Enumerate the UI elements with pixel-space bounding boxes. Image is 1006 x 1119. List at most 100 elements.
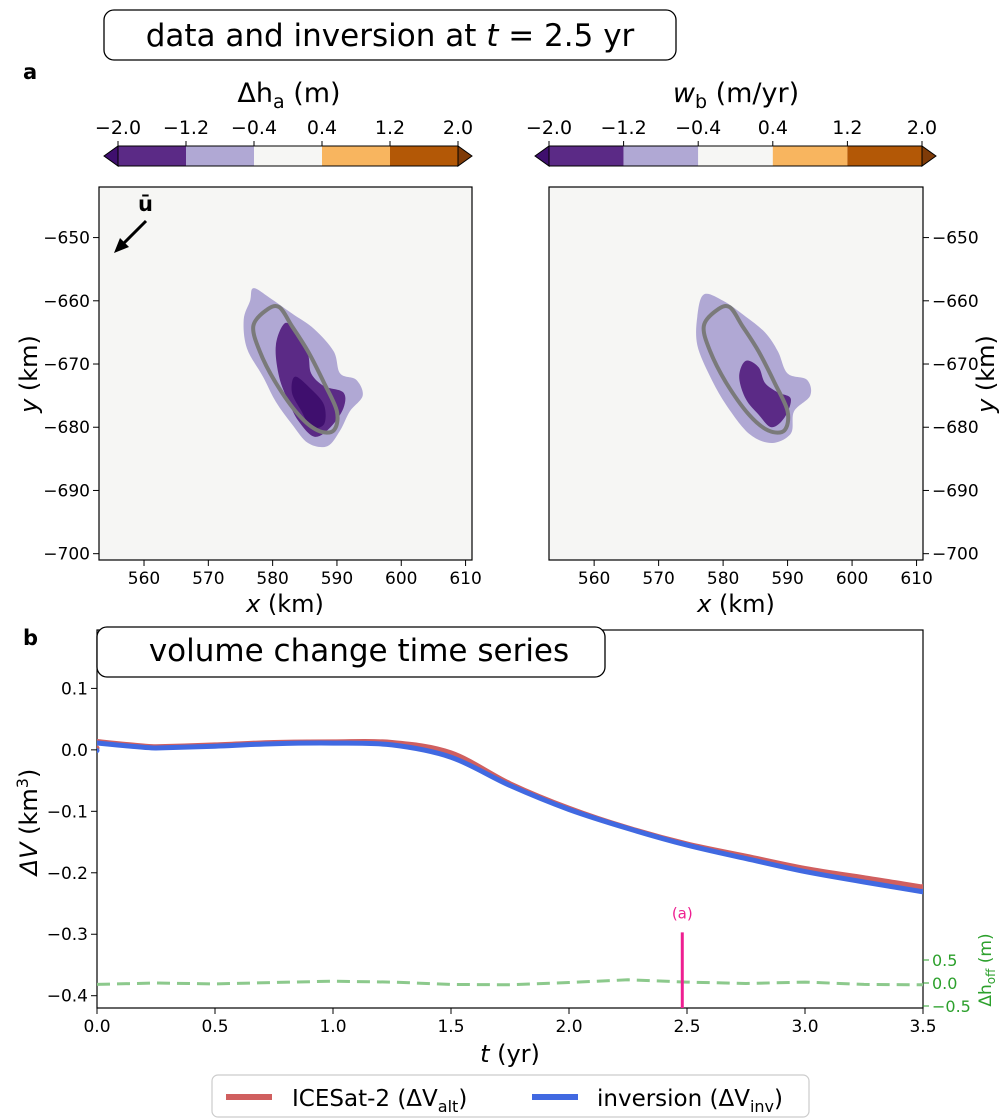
title-b-box	[96, 626, 606, 678]
map-left-xtick-label: 600	[385, 569, 417, 589]
timeseries-ytick-label: −0.1	[47, 802, 88, 822]
time-marker-label: (a)	[672, 904, 693, 922]
map-left-lake-outline	[251, 304, 340, 435]
flow-arrow-shaft	[122, 219, 148, 245]
colorbar-right-segment	[698, 146, 773, 166]
map-right-contour-region	[739, 360, 791, 428]
colorbar-left-tick-label: −1.2	[163, 117, 209, 139]
map-left-ytick-label: −680	[43, 418, 90, 438]
offset-series-line	[97, 978, 923, 987]
map-right-ylabel: y (km)	[972, 335, 1000, 414]
map-right-xtick-label: 580	[707, 569, 739, 589]
map-left-axes: 560 570 580 590 600 610 −650 −660 −670 −680 −690 −7…	[43, 229, 481, 589]
colorbar-left-frame	[117, 145, 459, 167]
colorbar-left-segment	[186, 146, 254, 166]
map-right-xlabel: x (km)	[696, 590, 775, 618]
map-left-xlabel: x (km)	[245, 590, 324, 618]
map-left-ytick-label: −660	[43, 292, 90, 312]
map-left-xtick-label: 590	[321, 569, 353, 589]
colorbar-right-over-extension	[921, 145, 937, 167]
map-left-ylabel: y (km)	[15, 335, 43, 414]
timeseries-xtick-label: 1.5	[437, 1017, 464, 1037]
timeseries-frame	[96, 629, 924, 1009]
colorbar-left-segment	[390, 146, 458, 166]
map-right-lake-outline	[701, 304, 791, 435]
timeseries-xtick-label: 1.0	[319, 1017, 346, 1037]
map-left-ytick-label: −700	[43, 545, 90, 565]
timeseries-ytick-label: 0.0	[61, 741, 88, 761]
colorbar-right-frame	[548, 145, 923, 167]
flow-arrow-head	[114, 238, 129, 253]
colorbar-right: −2.0 −1.2 −0.4 0.4 1.2 2.0	[526, 117, 937, 167]
offset-axis-tick-label: −0.5	[932, 997, 971, 1016]
colorbar-right-segment	[549, 146, 624, 166]
map-right-contours	[696, 293, 812, 443]
map-right-xtick-label: 570	[642, 569, 674, 589]
colorbar-left-segment	[118, 146, 186, 166]
map-right-ytick-label: −670	[932, 355, 979, 375]
map-right-xtick-label: 590	[771, 569, 803, 589]
title-b: volume change time series	[149, 633, 569, 669]
map-right-axes: 560 570 580 590 600 610 −650 −660 −670 −680 −690 −7…	[578, 229, 979, 589]
map-left-xtick-label: 580	[256, 569, 288, 589]
legend-label-inversion: inversion (ΔVinv)	[597, 1086, 783, 1116]
colorbar-right-tick-label: 2.0	[907, 117, 937, 139]
timeseries-axes: (a) 0.0 0.5 1.0 1.5 2.0 2.5 3.0 3.5 0.1 0.0 −0.1 −0.…	[47, 679, 971, 1037]
colorbar-right-tick-label: 1.2	[832, 117, 862, 139]
colorbar-left: −2.0 −1.2 −0.4 0.4 1.2 2.0	[95, 117, 473, 167]
timeseries-xtick-label: 0.0	[83, 1017, 110, 1037]
map-right-xtick-label: 560	[578, 569, 610, 589]
colorbar-left-segment	[254, 146, 322, 166]
timeseries-ytick-label: −0.4	[47, 987, 88, 1007]
map-left-ytick-label: −650	[43, 229, 90, 249]
colorbar-left-tick-label: −2.0	[95, 117, 141, 139]
colorbar-left-tick-label: 2.0	[443, 117, 473, 139]
legend-label-icesat: ICESat-2 (ΔValt)	[292, 1086, 467, 1116]
map-right-xtick-label: 610	[900, 569, 932, 589]
colorbar-right-tick-label: −1.2	[601, 117, 647, 139]
timeseries-plot	[97, 738, 923, 987]
offset-axis-tick-label: 0.5	[932, 951, 957, 970]
map-left-ytick-label: −690	[43, 481, 90, 501]
colorbar-right-tick-label: −2.0	[526, 117, 572, 139]
map-left-xtick-label: 610	[449, 569, 481, 589]
colorbar-left-tick-label: 1.2	[375, 117, 405, 139]
colorbar-left-tick-label: −0.4	[231, 117, 277, 139]
colorbar-left-label: Δha (m)	[237, 78, 340, 113]
colorbar-right-label: wb (m/yr)	[673, 78, 799, 113]
timeseries-ytick-label: −0.3	[47, 925, 88, 945]
colorbar-left-segment	[322, 146, 390, 166]
map-left-frame	[98, 186, 473, 561]
map-right-ytick-label: −650	[932, 229, 979, 249]
timeseries-xtick-label: 0.5	[201, 1017, 228, 1037]
map-left-xtick-label: 560	[128, 569, 160, 589]
series-line-inversion	[97, 740, 923, 895]
colorbar-right-segment	[847, 146, 922, 166]
map-left-xtick-label: 570	[192, 569, 224, 589]
panel-b-label: b	[23, 626, 38, 650]
map-right-xtick-label: 600	[836, 569, 868, 589]
map-right-ytick-label: −680	[932, 418, 979, 438]
timeseries-ylabel: ΔV (km3)	[13, 769, 43, 878]
colorbar-right-segment	[772, 146, 848, 166]
colorbar-right-segment	[623, 146, 699, 166]
offset-axis-tick-label: 0.0	[932, 974, 957, 993]
timeseries-xlabel: t (yr)	[480, 1040, 540, 1068]
timeseries-xtick-label: 3.5	[909, 1017, 936, 1037]
timeseries-xtick-label: 2.0	[555, 1017, 582, 1037]
timeseries-xtick-label: 2.5	[673, 1017, 700, 1037]
colorbar-right-under-extension	[534, 145, 550, 167]
timeseries-ytick-label: 0.1	[61, 679, 88, 699]
title-a: data and inversion at t = 2.5 yr	[146, 18, 635, 54]
map-left-contours	[243, 288, 363, 448]
flow-arrow-label: ū	[138, 192, 153, 216]
title-a-box	[103, 9, 677, 61]
map-right-frame	[548, 186, 924, 561]
colorbar-left-over-extension	[457, 145, 473, 167]
map-left-ytick-label: −670	[43, 355, 90, 375]
timeseries-xtick-label: 3.0	[791, 1017, 818, 1037]
colorbar-left-under-extension	[103, 145, 119, 167]
map-left-contour-region	[291, 376, 326, 429]
colorbar-left-tick-label: 0.4	[307, 117, 337, 139]
